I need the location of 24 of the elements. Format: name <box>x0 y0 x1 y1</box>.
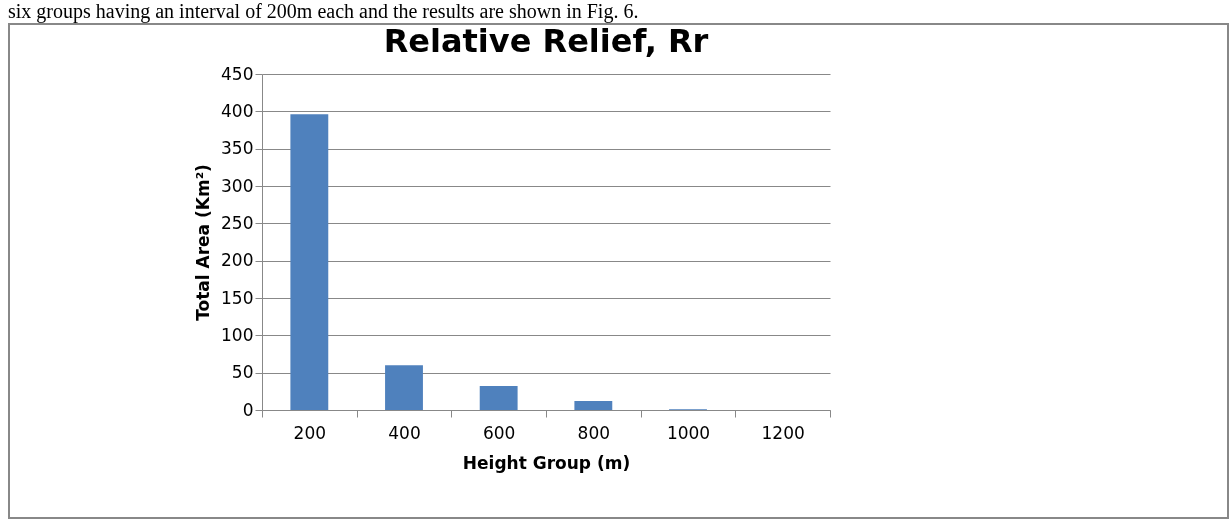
y-tick-label: 200 <box>221 250 254 271</box>
chart-title: Relative Relief, Rr <box>383 22 709 60</box>
x-tick-label: 800 <box>577 422 611 443</box>
y-tick-label: 300 <box>221 175 254 196</box>
y-axis-title: Total Area (Km²) <box>193 164 214 321</box>
x-tick-label: 600 <box>482 422 516 443</box>
bar <box>479 386 518 410</box>
x-axis-title: Height Group (m) <box>462 452 631 473</box>
bar <box>290 114 329 410</box>
bar <box>574 401 613 410</box>
x-tick-label: 1000 <box>666 422 711 443</box>
y-tick-label: 450 <box>221 63 254 84</box>
y-tick-label: 150 <box>221 287 254 308</box>
text: six groups having an interval of 200m each and the results are shown in Fig. 6. <box>8 0 639 22</box>
x-tick-label: 1200 <box>761 422 805 443</box>
y-tick-label: 400 <box>221 100 254 121</box>
y-tick-label: 0 <box>242 399 254 420</box>
y-tick-label: 250 <box>221 212 254 233</box>
bar <box>385 365 423 410</box>
y-tick-label: 100 <box>221 324 254 345</box>
x-tick-label: 400 <box>388 422 421 443</box>
y-tick-label: 50 <box>231 362 254 383</box>
y-tick-label: 350 <box>221 138 254 159</box>
x-tick-label: 200 <box>293 422 327 443</box>
